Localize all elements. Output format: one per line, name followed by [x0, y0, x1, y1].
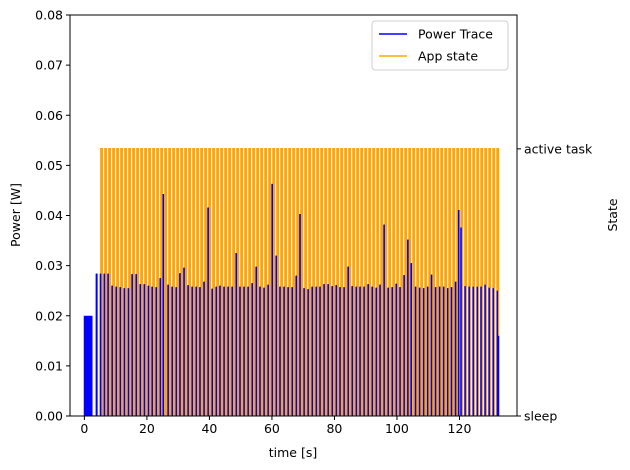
y-tick-label: 0.03	[35, 258, 63, 273]
x-axis-label: time [s]	[269, 445, 317, 460]
x-tick-label: 60	[264, 421, 280, 436]
x-tick-label: 120	[448, 421, 472, 436]
right-tick-label: active task	[524, 141, 593, 156]
right-axis-ticks: sleep active task	[517, 141, 593, 424]
legend-label-app-state: App state	[418, 49, 478, 64]
x-tick-label: 20	[139, 421, 155, 436]
x-tick-label: 0	[80, 421, 88, 436]
x-tick-label: 80	[326, 421, 342, 436]
y-axis-ticks: 0.00 0.01 0.02 0.03 0.04 0.05 0.06 0.07 0.08	[35, 8, 70, 424]
x-tick-label: 40	[201, 421, 217, 436]
y-tick-label: 0.05	[35, 158, 63, 173]
y-tick-label: 0.02	[35, 308, 63, 323]
right-tick-label: sleep	[524, 409, 557, 424]
x-axis-ticks: 0 20 40 60 80 100 120	[80, 416, 471, 436]
y-tick-label: 0.04	[35, 208, 63, 223]
x-tick-label: 100	[385, 421, 409, 436]
y-axis-label: Power [W]	[8, 183, 23, 247]
right-axis-label: State	[605, 198, 620, 231]
y-tick-label: 0.00	[35, 409, 63, 424]
plot-series	[83, 148, 500, 416]
y-tick-label: 0.06	[35, 108, 63, 123]
y-tick-label: 0.07	[35, 58, 63, 73]
y-tick-label: 0.08	[35, 8, 63, 23]
power-startup-block	[83, 315, 93, 416]
legend: Power Trace App state	[371, 20, 509, 71]
y-tick-label: 0.01	[35, 358, 63, 373]
app-state-line	[92, 148, 500, 416]
legend-label-power-trace: Power Trace	[418, 27, 493, 42]
